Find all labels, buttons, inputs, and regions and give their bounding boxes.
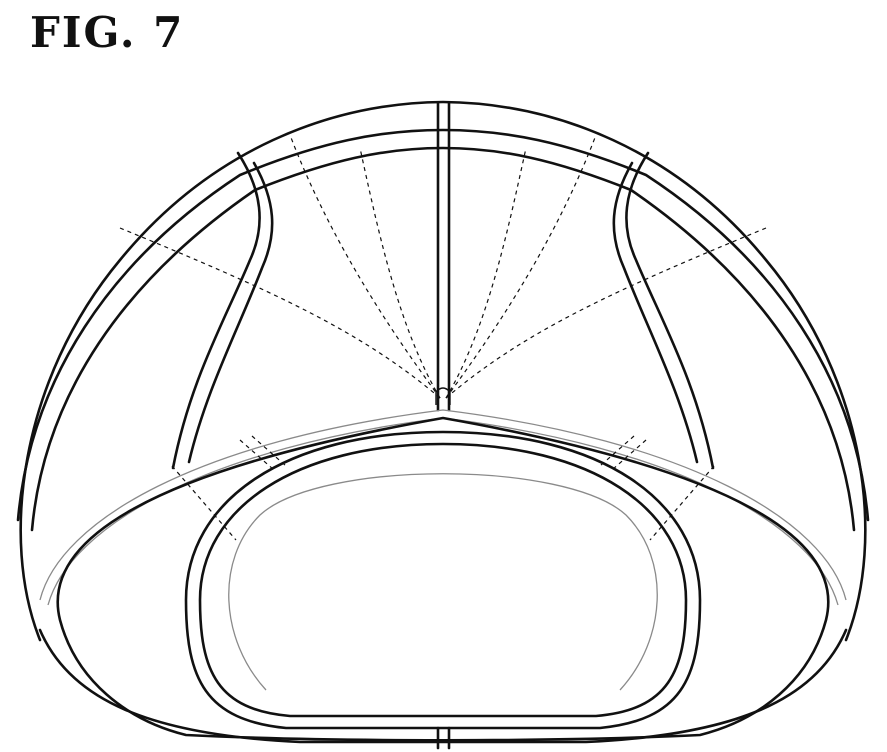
left-seam-outer	[173, 153, 260, 468]
hidden-line-4	[446, 135, 596, 398]
dome-outer-outline	[21, 102, 866, 640]
hidden-line-3	[360, 148, 440, 398]
hidden-line-5	[446, 228, 766, 398]
upper-band-outer	[18, 130, 868, 520]
cushion-contour	[229, 474, 657, 690]
hidden-line-6	[446, 148, 526, 398]
cushion-inner	[200, 444, 686, 716]
base-outline	[40, 630, 846, 742]
rim-grey-2	[48, 418, 838, 605]
rim-grey-1	[40, 410, 846, 600]
right-seam-outer	[626, 153, 713, 468]
hidden-line-1	[290, 135, 440, 398]
hidden-line-2	[120, 228, 440, 398]
cushion-outer	[186, 432, 700, 728]
upper-band-inner	[32, 148, 854, 530]
